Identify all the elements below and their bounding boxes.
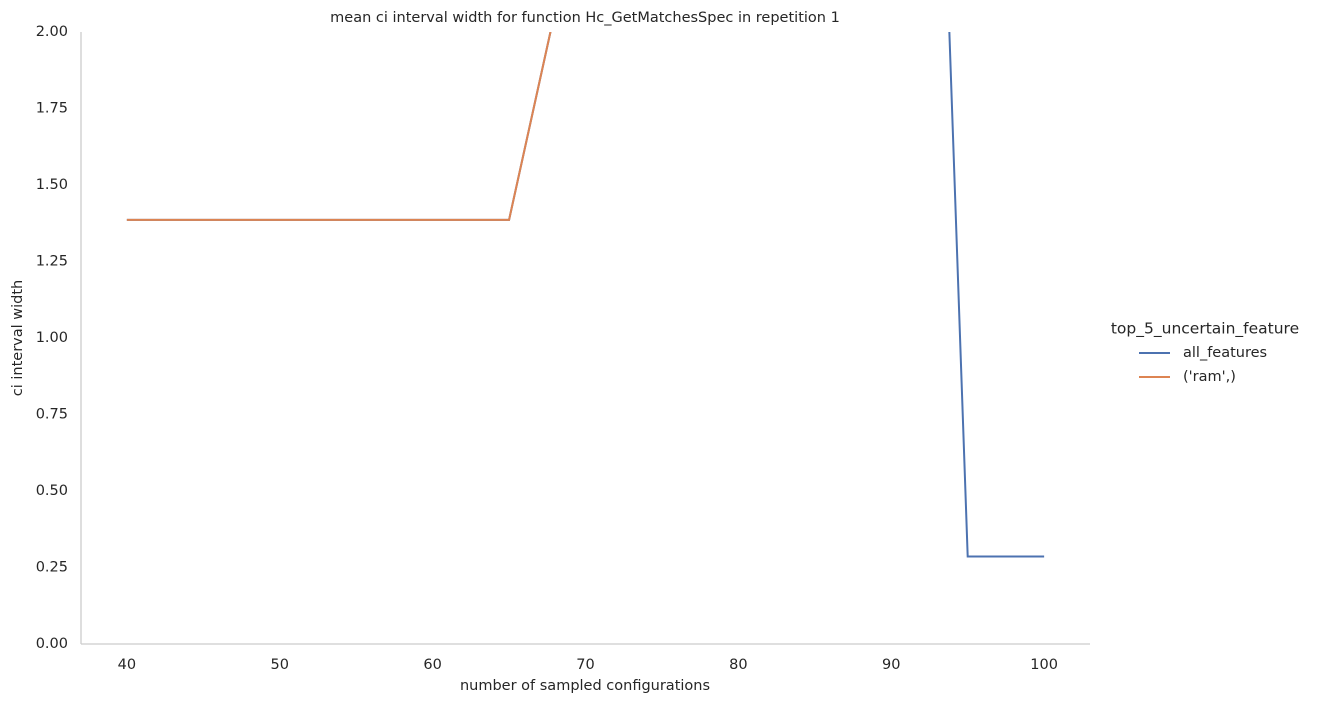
x-tick-label: 70 — [576, 657, 594, 673]
x-tick-label: 80 — [729, 657, 747, 673]
series-line — [126, 32, 1045, 558]
legend-label: ('ram',) — [1183, 369, 1236, 385]
legend-title: top_5_uncertain_feature — [1111, 320, 1299, 339]
x-tick-label: 40 — [118, 657, 136, 673]
legend-label: all_features — [1183, 345, 1267, 361]
y-tick-label: 0.75 — [36, 407, 68, 423]
y-tick-label: 2.00 — [36, 24, 68, 40]
y-tick-label: 0.50 — [36, 483, 68, 499]
chart-title: mean ci interval width for function Hc_G… — [330, 10, 840, 26]
x-tick-label: 90 — [882, 657, 900, 673]
y-tick-label: 0.00 — [36, 636, 68, 652]
x-axis-label: number of sampled configurations — [460, 678, 710, 694]
y-tick-label: 1.00 — [36, 330, 68, 346]
series-line — [126, 32, 552, 221]
y-tick-label: 1.75 — [36, 101, 68, 117]
x-tick-label: 50 — [271, 657, 289, 673]
x-tick-label: 100 — [1030, 657, 1058, 673]
y-tick-label: 1.50 — [36, 177, 68, 193]
y-tick-label: 0.25 — [36, 560, 68, 576]
x-tick-label: 60 — [423, 657, 441, 673]
y-axis-label: ci interval width — [10, 280, 26, 396]
y-tick-label: 1.25 — [36, 254, 68, 270]
